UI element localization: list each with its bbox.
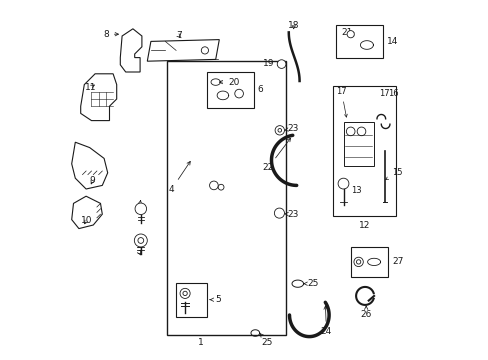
Circle shape <box>274 208 284 218</box>
Text: 25: 25 <box>260 334 273 347</box>
Text: 22: 22 <box>262 138 290 172</box>
Text: 17: 17 <box>336 87 346 117</box>
Circle shape <box>275 126 284 135</box>
Circle shape <box>183 291 187 296</box>
Text: 16: 16 <box>387 89 398 98</box>
Circle shape <box>180 288 190 298</box>
Text: 7: 7 <box>176 31 182 40</box>
Circle shape <box>218 184 224 190</box>
Text: 2: 2 <box>136 201 142 212</box>
Text: 23: 23 <box>284 124 299 133</box>
Text: 3: 3 <box>136 248 142 256</box>
Text: 25: 25 <box>304 279 318 288</box>
Circle shape <box>138 238 143 243</box>
Text: 26: 26 <box>360 306 371 319</box>
Text: 8: 8 <box>103 30 118 39</box>
Bar <box>206 72 253 108</box>
Text: 20: 20 <box>219 78 239 87</box>
Text: 6: 6 <box>257 85 263 94</box>
Circle shape <box>201 47 208 54</box>
Bar <box>336 25 382 58</box>
Text: 1: 1 <box>198 338 204 347</box>
Circle shape <box>356 127 365 136</box>
Bar <box>332 86 395 216</box>
Circle shape <box>135 203 146 215</box>
Text: 11: 11 <box>85 83 96 91</box>
Circle shape <box>134 234 147 247</box>
Text: 13: 13 <box>350 186 361 195</box>
Circle shape <box>346 31 354 38</box>
Circle shape <box>346 127 354 136</box>
Circle shape <box>356 260 360 264</box>
Circle shape <box>234 89 243 98</box>
Text: 12: 12 <box>358 220 369 230</box>
Text: 9: 9 <box>89 176 95 185</box>
Text: 19: 19 <box>263 59 280 68</box>
Circle shape <box>277 60 285 68</box>
Text: 15: 15 <box>385 168 402 180</box>
Text: 24: 24 <box>320 306 331 336</box>
Circle shape <box>353 257 363 266</box>
Bar <box>343 122 373 166</box>
Text: 23: 23 <box>284 210 299 219</box>
Bar <box>176 283 206 317</box>
Text: 5: 5 <box>209 295 221 304</box>
Text: 10: 10 <box>81 216 92 225</box>
Bar <box>167 61 285 335</box>
Text: 17: 17 <box>379 89 389 98</box>
Circle shape <box>209 181 218 190</box>
Text: 18: 18 <box>287 21 299 30</box>
Text: 14: 14 <box>386 37 397 46</box>
Text: 21: 21 <box>341 28 352 37</box>
Circle shape <box>337 178 348 189</box>
Text: 27: 27 <box>391 257 403 266</box>
Circle shape <box>277 129 281 132</box>
Bar <box>350 247 387 277</box>
Text: 4: 4 <box>169 161 190 194</box>
